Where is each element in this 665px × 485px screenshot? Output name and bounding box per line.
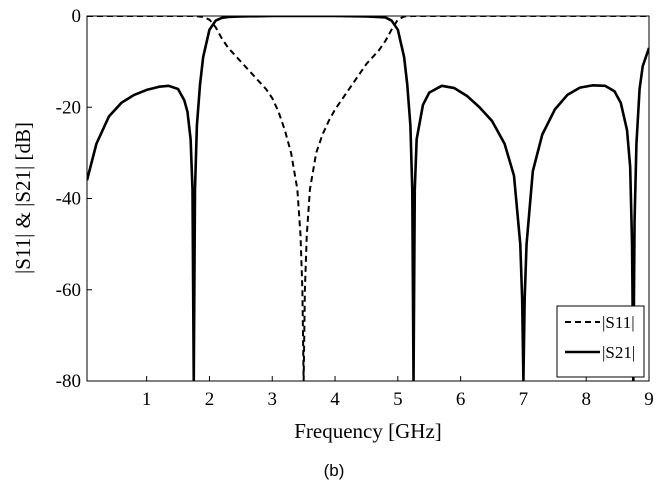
x-tick-label: 1 — [142, 389, 152, 410]
x-tick-label: 6 — [456, 389, 466, 410]
legend-s11-label: |S11| — [602, 313, 635, 332]
y-tick-label: -20 — [56, 97, 81, 118]
x-tick-label: 4 — [330, 389, 340, 410]
y-tick-label: 0 — [72, 6, 82, 27]
y-axis-label: |S11| & |S21| [dB] — [11, 122, 35, 274]
s21-curve — [87, 16, 649, 381]
x-axis-label: Frequency [GHz] — [294, 419, 442, 443]
y-tick-label: -60 — [56, 280, 81, 301]
x-tick-label: 7 — [519, 389, 529, 410]
x-tick-label: 8 — [581, 389, 591, 410]
y-tick-label: -80 — [56, 371, 81, 392]
legend-s21-label: |S21| — [602, 343, 635, 362]
legend: |S11| |S21| — [556, 305, 645, 378]
x-tick-label: 9 — [644, 389, 654, 410]
x-tick-label: 5 — [393, 389, 403, 410]
x-tick-label: 3 — [267, 389, 277, 410]
figure-caption: (b) — [324, 461, 345, 480]
legend-box — [556, 305, 645, 378]
y-tick-label: -40 — [56, 189, 81, 210]
x-tick-label: 2 — [205, 389, 215, 410]
s11-curve — [87, 16, 649, 381]
